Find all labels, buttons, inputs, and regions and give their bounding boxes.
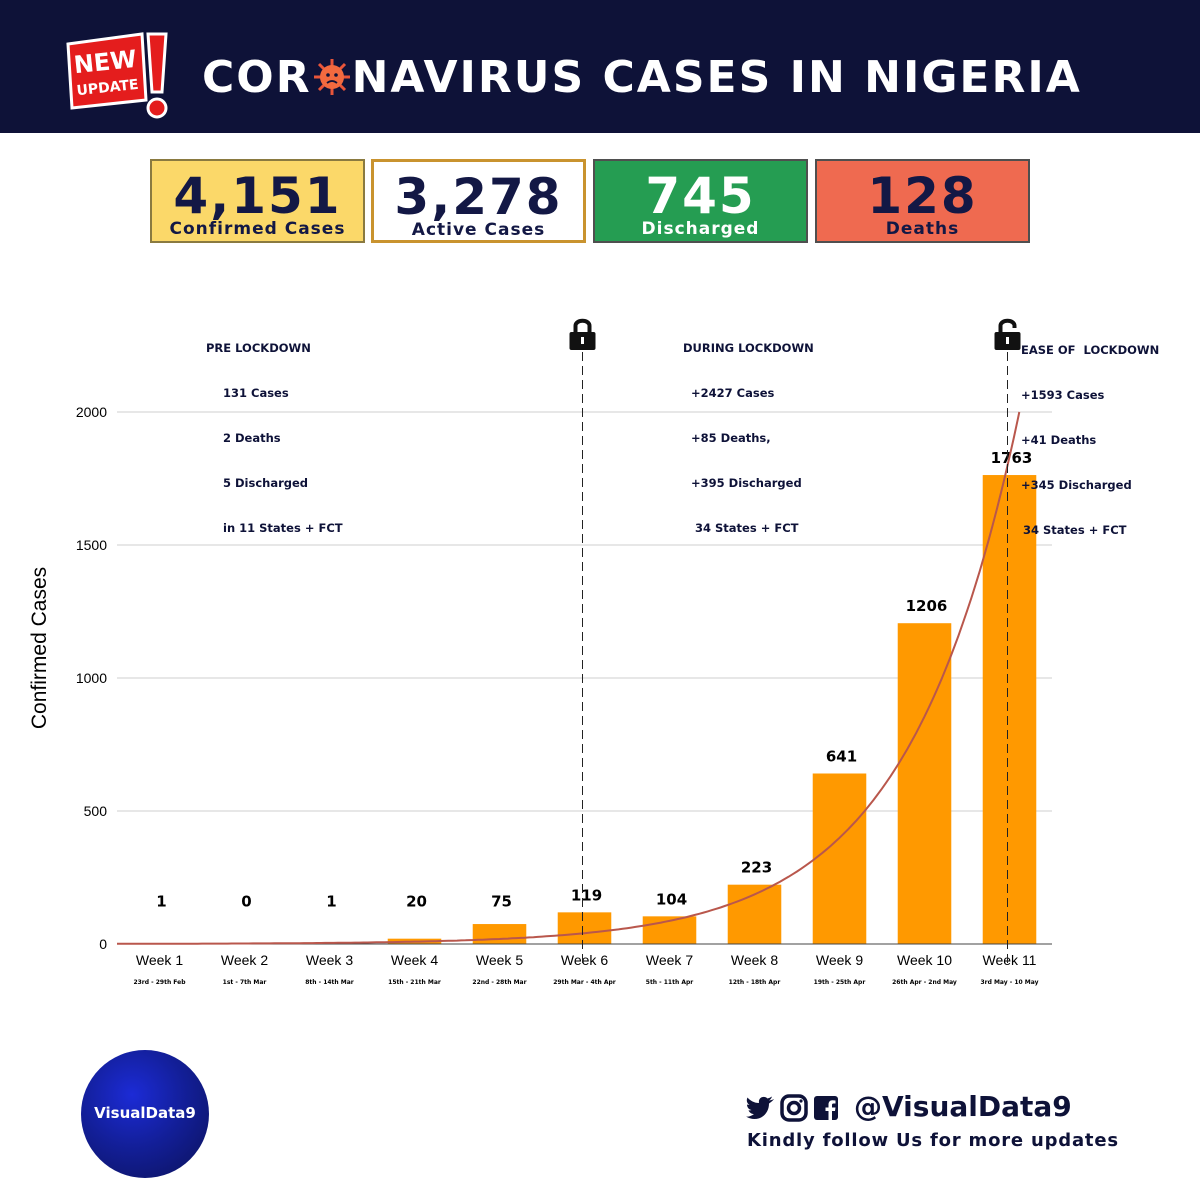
x-date-range-label: 22nd - 28th Mar bbox=[472, 979, 526, 986]
annotation-ease-line: +345 Discharged bbox=[1021, 478, 1132, 492]
x-tick-label: Week 3 bbox=[306, 952, 353, 968]
x-date-range-label: 5th - 11th Apr bbox=[646, 979, 693, 986]
x-date-range-label: 3rd May - 10 May bbox=[980, 979, 1038, 986]
x-tick-label: Week 7 bbox=[646, 952, 693, 968]
x-tick-label: Week 6 bbox=[561, 952, 608, 968]
annotation-during-line: +85 Deaths, bbox=[691, 431, 771, 445]
x-date-range-label: 29th Mar - 4th Apr bbox=[553, 979, 616, 986]
bar bbox=[472, 924, 527, 944]
data-label: 119 bbox=[571, 886, 602, 904]
x-tick-label: Week 4 bbox=[391, 952, 438, 968]
stat-discharged-label: Discharged bbox=[641, 219, 760, 239]
data-label: 20 bbox=[406, 893, 427, 911]
y-tick-label: 1500 bbox=[76, 537, 107, 553]
annotation-ease-line: 34 States + FCT bbox=[1023, 523, 1127, 537]
data-label: 641 bbox=[826, 747, 857, 765]
annotation-ease-title: EASE OF LOCKDOWN bbox=[1021, 343, 1160, 357]
svg-text:NEW: NEW bbox=[72, 45, 138, 79]
virus-icon bbox=[313, 59, 350, 95]
new-update-badge: NEW UPDATE bbox=[66, 32, 168, 119]
stat-active: 3,278 Active Cases bbox=[371, 159, 586, 243]
x-date-range-label: 26th Apr - 2nd May bbox=[892, 979, 957, 986]
x-tick-label: Week 10 bbox=[897, 952, 952, 968]
data-label: 223 bbox=[741, 859, 772, 877]
instagram-icon[interactable] bbox=[780, 1094, 808, 1122]
x-tick-label: Week 9 bbox=[816, 952, 863, 968]
twitter-icon[interactable] bbox=[746, 1096, 774, 1120]
data-label: 75 bbox=[491, 893, 512, 911]
svg-text:UPDATE: UPDATE bbox=[76, 77, 139, 99]
annotation-during-lockdown: DURING LOCKDOWN +2427 Cases +85 Deaths, … bbox=[683, 311, 814, 551]
stat-deaths: 128 Deaths bbox=[815, 159, 1030, 243]
data-label: 0 bbox=[241, 893, 251, 911]
x-date-range-label: 15th - 21th Mar bbox=[388, 979, 441, 986]
y-tick-label: 1000 bbox=[76, 670, 107, 686]
annotation-ease-line: +41 Deaths bbox=[1021, 433, 1097, 447]
x-tick-label: Week 8 bbox=[731, 952, 778, 968]
x-date-range-label: 8th - 14th Mar bbox=[305, 979, 354, 986]
data-label: 1763 bbox=[991, 449, 1033, 467]
unlock-icon bbox=[994, 318, 1021, 350]
bar bbox=[812, 773, 867, 944]
annotation-pre-line: 131 Cases bbox=[223, 386, 289, 400]
cases-bar-chart: 0 500 1000 1500 2000 Confirmed Cases 1 Week 1 23… bbox=[28, 318, 1052, 986]
bar bbox=[557, 912, 612, 944]
x-date-range-label: 23rd - 29th Feb bbox=[133, 979, 186, 986]
annotation-during-line: +2427 Cases bbox=[691, 386, 775, 400]
x-tick-label: Week 1 bbox=[136, 952, 183, 968]
y-axis-title: Confirmed Cases bbox=[28, 567, 51, 729]
x-tick-label: Week 5 bbox=[476, 952, 523, 968]
bar bbox=[897, 623, 952, 944]
stat-deaths-label: Deaths bbox=[885, 219, 960, 239]
lock-icon bbox=[569, 318, 596, 350]
data-label: 104 bbox=[656, 890, 687, 908]
annotation-during-title: DURING LOCKDOWN bbox=[683, 341, 814, 355]
annotation-ease-line: +1593 Cases bbox=[1021, 388, 1105, 402]
stat-active-value: 3,278 bbox=[394, 168, 563, 226]
stat-active-label: Active Cases bbox=[411, 220, 546, 240]
annotation-ease-lockdown: EASE OF LOCKDOWN +1593 Cases +41 Deaths … bbox=[1021, 313, 1159, 553]
annotation-pre-line: 5 Discharged bbox=[223, 476, 309, 490]
stat-confirmed: 4,151 Confirmed Cases bbox=[150, 159, 365, 243]
x-tick-label: Week 11 bbox=[983, 952, 1037, 968]
social-handle[interactable]: @VisualData9 bbox=[854, 1090, 1072, 1123]
x-date-range-label: 19th - 25th Apr bbox=[814, 979, 866, 986]
stat-confirmed-value: 4,151 bbox=[173, 167, 342, 225]
x-date-range-label: 12th - 18th Apr bbox=[729, 979, 781, 986]
x-date-range-label: 1st - 7th Mar bbox=[223, 979, 267, 986]
data-label: 1206 bbox=[906, 597, 948, 615]
y-tick-label: 2000 bbox=[76, 404, 107, 420]
stat-deaths-value: 128 bbox=[867, 167, 978, 225]
facebook-icon[interactable] bbox=[814, 1096, 838, 1120]
visualdata9-logo: VisualData9 bbox=[81, 1050, 209, 1178]
annotation-pre-title: PRE LOCKDOWN bbox=[206, 341, 311, 355]
trend-line bbox=[117, 411, 1021, 945]
annotation-during-line: 34 States + FCT bbox=[695, 521, 799, 535]
annotation-pre-line: 2 Deaths bbox=[223, 431, 281, 445]
data-label: 1 bbox=[326, 893, 336, 911]
follow-message: Kindly follow Us for more updates bbox=[747, 1130, 1119, 1151]
data-label: 1 bbox=[156, 893, 166, 911]
header-banner: NEW UPDATE COR NAVIRUS CASES IN NIGERIA bbox=[0, 0, 1200, 133]
stat-discharged-value: 745 bbox=[645, 167, 756, 225]
page-title: COR NAVIRUS CASES IN NIGERIA bbox=[202, 52, 1082, 103]
annotation-pre-line: in 11 States + FCT bbox=[223, 521, 343, 535]
x-tick-label: Week 2 bbox=[221, 952, 268, 968]
bar bbox=[982, 475, 1037, 944]
stat-discharged: 745 Discharged bbox=[593, 159, 808, 243]
stat-confirmed-label: Confirmed Cases bbox=[169, 219, 346, 239]
annotation-during-line: +395 Discharged bbox=[691, 476, 802, 490]
y-tick-label: 500 bbox=[84, 803, 108, 819]
y-tick-label: 0 bbox=[99, 936, 107, 952]
annotation-pre-lockdown: PRE LOCKDOWN 131 Cases 2 Deaths 5 Discha… bbox=[206, 311, 343, 551]
